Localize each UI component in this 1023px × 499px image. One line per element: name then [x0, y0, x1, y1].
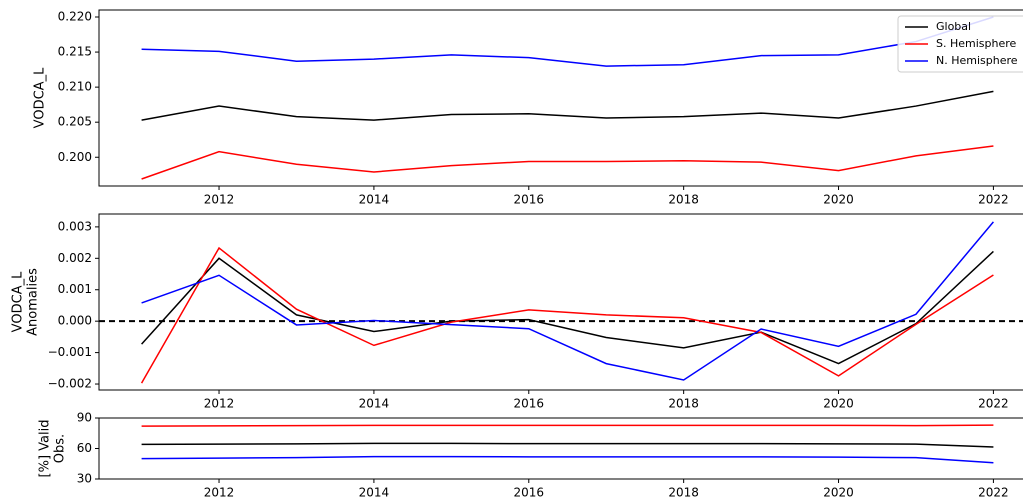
- series-line: [141, 442, 994, 448]
- x-tick-label: 2020: [823, 193, 854, 207]
- y-axis-label: [%] Valid: [38, 420, 53, 478]
- series-line: [140, 246, 994, 384]
- x-tick-label: 2016: [514, 486, 545, 499]
- y-tick-label: 0.200: [58, 150, 92, 164]
- y-tick-label: 0.002: [58, 251, 92, 265]
- series-line: [141, 250, 994, 365]
- legend-label: Global: [936, 20, 971, 33]
- y-tick-label: 0.215: [58, 45, 92, 59]
- legend-label: S. Hemisphere: [936, 37, 1017, 50]
- x-tick-label: 2018: [668, 397, 699, 411]
- x-tick-label: 2022: [978, 193, 1009, 207]
- y-tick-label: 90: [77, 411, 92, 425]
- y-tick-label: 60: [77, 441, 92, 455]
- y-tick-label: 0.003: [58, 219, 92, 233]
- y-tick-label: −0.002: [48, 377, 92, 391]
- series-line: [141, 145, 994, 180]
- y-tick-label: 30: [77, 472, 92, 486]
- series-line: [141, 90, 994, 121]
- x-tick-label: 2020: [823, 397, 854, 411]
- legend: Global S. Hemisphere N. Hemisphere: [897, 15, 1023, 73]
- x-tick-label: 2020: [823, 486, 854, 499]
- axes-frame: [98, 417, 1023, 480]
- x-tick-label: 2014: [359, 397, 390, 411]
- y-tick-label: 0.000: [58, 314, 92, 328]
- x-tick-label: 2018: [668, 193, 699, 207]
- x-tick-label: 2022: [978, 397, 1009, 411]
- y-tick-label: 0.001: [58, 282, 92, 296]
- x-tick-label: 2018: [668, 486, 699, 499]
- y-axis-label: Obs.: [53, 434, 68, 463]
- axes-frame: [98, 213, 1023, 391]
- series-line: [141, 455, 994, 464]
- y-tick-label: 0.205: [58, 115, 92, 129]
- x-tick-label: 2012: [204, 486, 235, 499]
- y-axis-label: VODCA_L: [33, 67, 48, 128]
- y-tick-label: 0.210: [58, 80, 92, 94]
- x-tick-label: 2014: [359, 486, 390, 499]
- x-tick-label: 2016: [514, 193, 545, 207]
- axes-frame: [98, 9, 1023, 187]
- x-tick-label: 2014: [359, 193, 390, 207]
- series-line: [141, 16, 994, 67]
- y-tick-label: 0.220: [58, 10, 92, 24]
- x-tick-label: 2012: [204, 193, 235, 207]
- y-axis-label: Anomalies: [26, 268, 41, 336]
- series-line: [141, 221, 994, 381]
- legend-box: [897, 15, 1023, 73]
- y-axis-label: VODCA_L: [11, 271, 26, 332]
- x-tick-label: 2012: [204, 397, 235, 411]
- x-tick-label: 2016: [514, 397, 545, 411]
- x-tick-label: 2022: [978, 486, 1009, 499]
- series-line: [141, 424, 994, 427]
- legend-label: N. Hemisphere: [936, 54, 1018, 67]
- y-tick-label: −0.001: [48, 345, 92, 359]
